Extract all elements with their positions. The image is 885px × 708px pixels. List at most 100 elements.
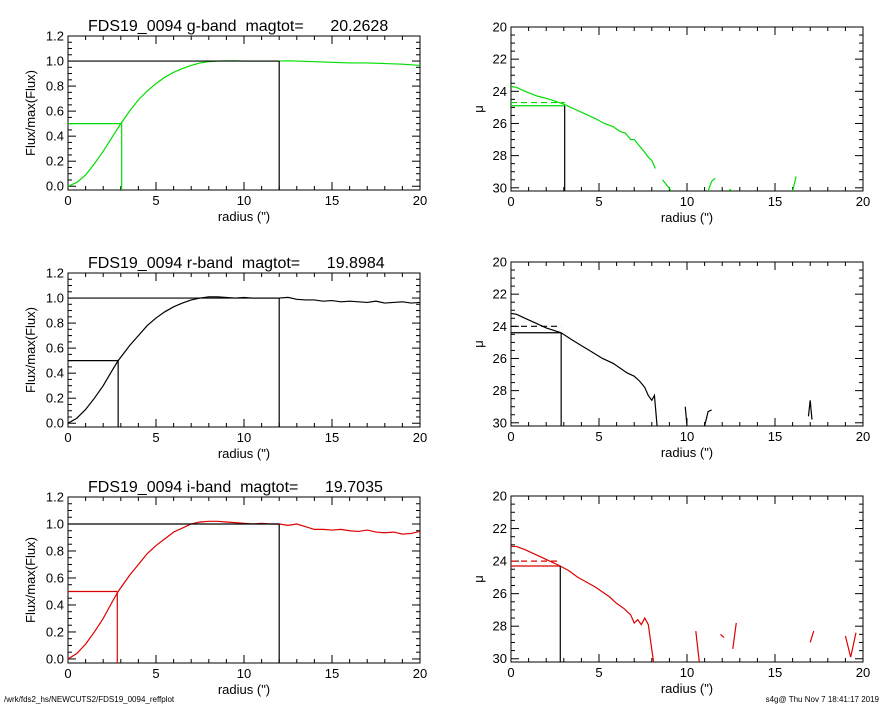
sb-profile-segment [807,400,813,420]
x-tick-label: 5 [152,666,159,681]
sb-profile-segment [511,85,656,169]
x-tick-label: 0 [64,430,71,445]
plot-frame [67,496,421,664]
y-axis-label: Flux/max(Flux) [23,307,38,393]
sb-profile-segment [684,406,688,426]
plot-data [511,545,857,662]
panel-r-surface-brightness: 0 5 10 15 20 20 22 24 26 28 30 radius (") μ [471,255,870,461]
y-tick-label: 0.6 [46,341,64,356]
panel-title: FDS19_0094 i-band magtot= 19.7035 [88,479,383,496]
sb-profile-segment [511,545,655,662]
y-tick-label: 20 [493,255,507,270]
x-tick-label: 10 [237,193,251,208]
x-tick-label: 15 [768,429,782,444]
x-axis-label: radius (") [218,209,270,224]
plot-data [68,520,420,663]
y-tick-label: 22 [493,287,507,302]
panel-title: FDS19_0094 r-band magtot= 19.8984 [88,255,385,272]
y-tick-label: 1.0 [46,516,64,531]
plot-data [511,312,813,426]
y-tick-label: 20 [493,20,507,35]
y-tick-label: 30 [493,180,507,195]
plot-frame [67,272,421,428]
x-tick-label: 20 [413,430,427,445]
panel-title: FDS19_0094 g-band magtot= 20.2628 [88,18,388,35]
y-tick-label: 22 [493,521,507,536]
plot-frame [510,26,864,192]
sb-profile-segment [728,188,734,191]
y-tick-label: 0.0 [46,416,64,431]
x-tick-label: 20 [856,665,870,680]
sb-profile-segment [695,631,700,662]
y-axis-label: μ [471,105,486,113]
x-tick-label: 10 [680,429,694,444]
footer-path: /wrk/fds2_hs/NEWCUTS2/FDS19_0094_reffplo… [4,695,175,704]
sb-profile-segment [732,622,737,650]
panel-g-surface-brightness: 0 5 10 15 20 20 22 24 26 28 30 radius (") μ [471,20,870,226]
y-tick-label: 28 [493,383,507,398]
y-axis-label: μ [471,575,486,583]
plot-frame [510,495,864,663]
x-tick-label: 10 [680,665,694,680]
y-tick-label: 0.2 [46,391,64,406]
x-tick-label: 5 [595,429,602,444]
y-tick-label: 30 [493,651,507,666]
x-axis-label: radius (") [661,210,713,225]
panel-i-growth-curve: 0 5 10 15 20 0.0 0.2 0.4 0.6 0.8 1.0 1.2 radius (") F… [23,479,427,697]
y-tick-label: 0.0 [46,179,64,194]
plot-data [511,85,797,191]
y-axis-label: Flux/max(Flux) [23,70,38,156]
y-axis-label: Flux/max(Flux) [23,537,38,623]
y-tick-label: 0.0 [46,651,64,666]
y-tick-label: 22 [493,52,507,67]
x-axis-label: radius (") [218,446,270,461]
x-tick-label: 15 [325,666,339,681]
x-tick-label: 10 [237,430,251,445]
x-tick-label: 0 [64,193,71,208]
y-tick-label: 24 [493,84,507,99]
y-tick-label: 20 [493,489,507,504]
y-tick-label: 1.0 [46,54,64,69]
sb-profile-segment [661,179,672,191]
x-tick-label: 0 [507,665,514,680]
plot-data [68,296,420,427]
y-tick-label: 0.6 [46,570,64,585]
x-tick-label: 15 [325,193,339,208]
y-tick-label: 0.6 [46,104,64,119]
x-tick-label: 20 [856,429,870,444]
x-tick-label: 0 [64,666,71,681]
sb-profile-segment [792,176,797,191]
x-tick-label: 5 [595,665,602,680]
y-tick-label: 26 [493,116,507,131]
sb-profile-segment [809,630,815,643]
plot-frame [67,35,421,191]
y-tick-label: 28 [493,148,507,163]
x-tick-label: 20 [413,666,427,681]
sb-profile-segment [511,312,658,426]
x-tick-label: 20 [413,193,427,208]
x-tick-label: 15 [768,665,782,680]
growth-curve-line [68,520,420,660]
x-tick-label: 15 [768,194,782,209]
x-tick-label: 5 [152,430,159,445]
y-tick-label: 1.2 [46,29,64,44]
y-tick-label: 0.2 [46,624,64,639]
y-tick-label: 0.8 [46,316,64,331]
y-tick-label: 0.2 [46,154,64,169]
x-tick-label: 5 [152,193,159,208]
y-tick-label: 0.4 [46,129,64,144]
x-tick-label: 15 [325,430,339,445]
y-tick-label: 28 [493,619,507,634]
x-tick-label: 20 [856,194,870,209]
y-tick-label: 0.4 [46,366,64,381]
sb-profile-segment [844,632,857,658]
y-tick-label: 1.2 [46,490,64,505]
x-axis-label: radius (") [661,681,713,696]
y-tick-label: 1.0 [46,291,64,306]
x-tick-label: 0 [507,194,514,209]
x-tick-label: 5 [595,194,602,209]
growth-curve-line [68,296,420,424]
panel-g-growth-curve: 0 5 10 15 20 0.0 0.2 0.4 0.6 0.8 1.0 1.2 radius (") F… [23,18,427,224]
y-tick-label: 0.4 [46,597,64,612]
